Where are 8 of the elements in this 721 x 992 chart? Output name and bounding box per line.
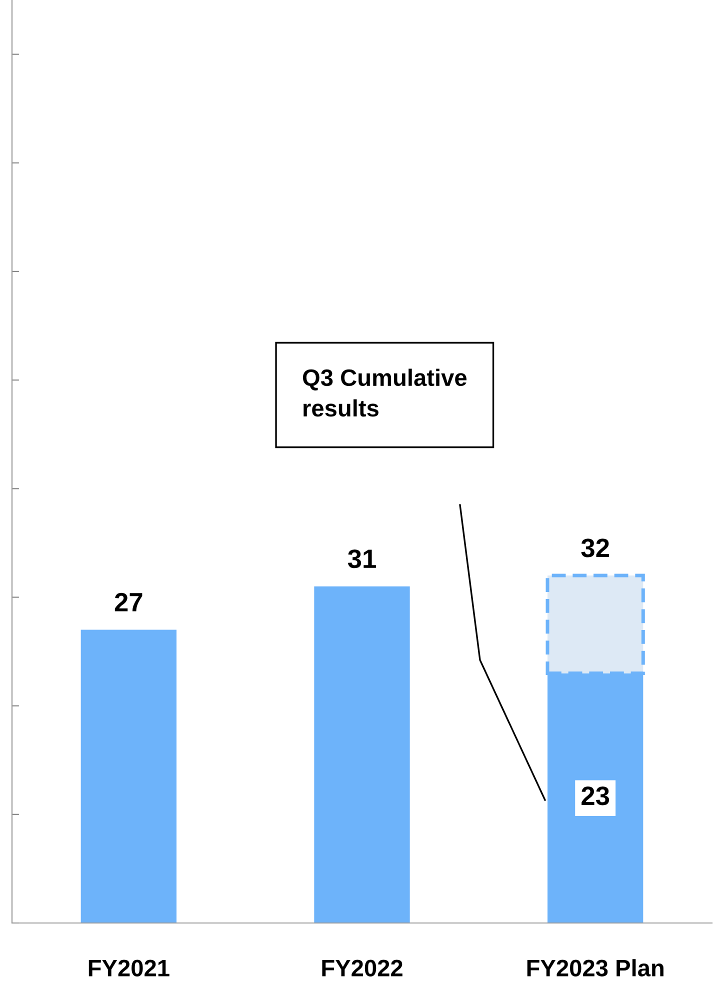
data-label: 23 [582,786,610,806]
annotation: Q3 Cumulative results [302,368,467,417]
x-tick-label: FY2023 Plan [527,959,664,976]
total-label: 27 [114,592,142,612]
total-label: 32 [581,538,609,558]
total-label: 31 [348,549,376,568]
x-tick-label: FY2021 [88,960,170,976]
x-tick-label: FY2022 [322,960,402,976]
